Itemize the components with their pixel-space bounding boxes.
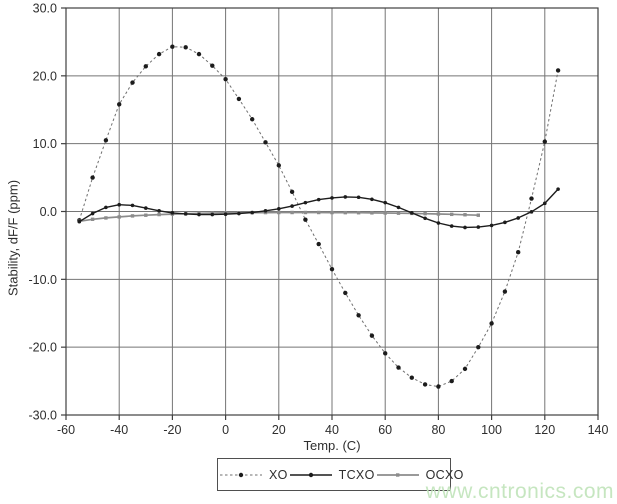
axis-ticks: [61, 7, 599, 420]
x-axis-tick-labels: -60 -40 -20 0 20 40 60 80 100 120 140: [57, 423, 609, 437]
svg-text:-10.0: -10.0: [29, 273, 58, 287]
svg-text:0.0: 0.0: [40, 205, 57, 219]
svg-text:120: 120: [534, 423, 555, 437]
svg-text:-20: -20: [163, 423, 181, 437]
svg-text:20.0: 20.0: [33, 69, 57, 83]
legend-label-xo: XO: [269, 467, 288, 482]
y-axis-tick-labels: 30.0 20.0 10.0 0.0 -10.0 -20.0 -30.0: [29, 2, 58, 423]
svg-text:20: 20: [272, 423, 286, 437]
legend-entry-tcxo: TCXO: [288, 468, 375, 482]
svg-text:10.0: 10.0: [33, 137, 57, 151]
svg-text:-20.0: -20.0: [29, 341, 58, 355]
svg-text:0: 0: [222, 423, 229, 437]
svg-text:30.0: 30.0: [33, 2, 57, 16]
ocxo-line-sample-icon: [376, 472, 419, 477]
tcxo-line-sample-icon: [289, 472, 332, 477]
series-tcxo: [77, 187, 560, 230]
xo-line-sample-icon: [220, 472, 262, 477]
xo-markers: [77, 44, 561, 389]
svg-text:60: 60: [378, 423, 392, 437]
legend: XO TCXO OCXO: [217, 458, 463, 491]
series-xo: [77, 44, 561, 389]
y-axis-title: Stability, dF/F (ppm): [5, 179, 21, 297]
tcxo-line: [78, 188, 559, 229]
svg-text:-40: -40: [110, 423, 128, 437]
watermark: www.cntronics.com: [425, 480, 614, 503]
svg-text:-60: -60: [57, 423, 75, 437]
svg-text:80: 80: [431, 423, 445, 437]
tcxo-markers: [77, 187, 560, 230]
x-axis-title: Temp. (C): [303, 438, 361, 453]
svg-text:-30.0: -30.0: [29, 409, 58, 423]
legend-label-tcxo: TCXO: [338, 467, 375, 482]
svg-text:40: 40: [325, 423, 339, 437]
legend-entry-ocxo: OCXO: [375, 468, 464, 482]
svg-text:140: 140: [588, 423, 609, 437]
xo-line: [78, 46, 559, 387]
legend-label-ocxo: OCXO: [425, 467, 464, 482]
svg-text:100: 100: [481, 423, 502, 437]
legend-entry-xo: XO: [218, 468, 288, 482]
